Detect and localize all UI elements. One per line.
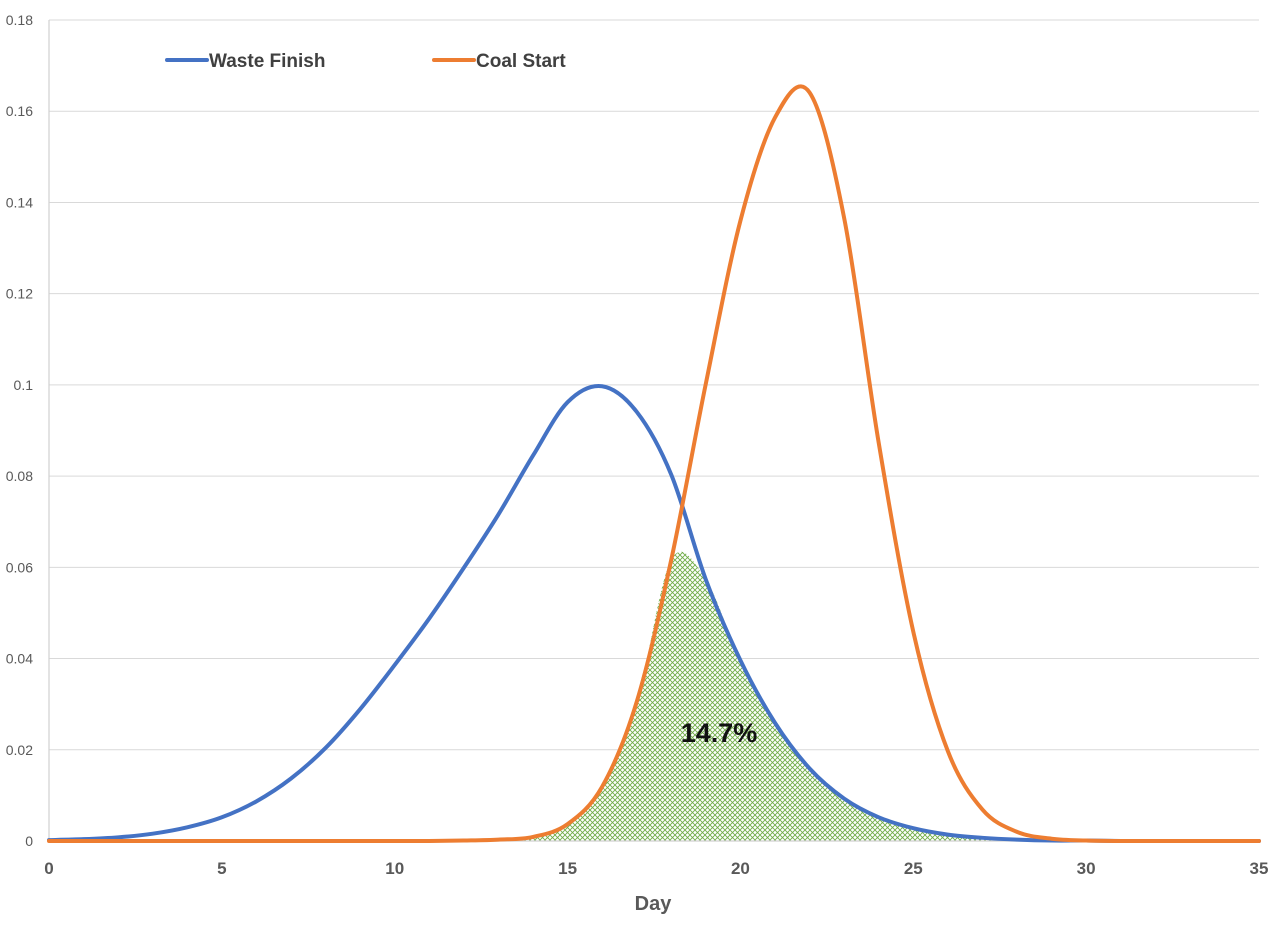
- gridlines: [49, 19, 1259, 751]
- x-axis-ticks: 0 5 10 15 20 25 30 35: [44, 859, 1268, 878]
- x-tick-label: 10: [385, 859, 404, 878]
- y-tick-label: 0.12: [6, 286, 33, 302]
- legend-label: Waste Finish: [209, 51, 325, 72]
- y-tick-label: 0.02: [6, 742, 33, 758]
- x-tick-label: 30: [1077, 859, 1096, 878]
- x-tick-label: 25: [904, 859, 923, 878]
- x-axis-title: Day: [635, 893, 673, 915]
- series-line-coal-start: [47, 84, 1261, 844]
- y-tick-label: 0.04: [6, 651, 33, 667]
- x-tick-label: 0: [44, 859, 53, 878]
- x-tick-label: 20: [731, 859, 750, 878]
- x-tick-label: 35: [1250, 859, 1269, 878]
- y-tick-label: 0: [25, 833, 33, 849]
- overlap-area: [49, 551, 1259, 842]
- y-axis-ticks: 0 0.02 0.04 0.06 0.08 0.1 0.12 0.14 0.16 0.18: [6, 12, 33, 849]
- series-lines: [47, 84, 1261, 844]
- x-tick-label: 5: [217, 859, 226, 878]
- y-tick-label: 0.06: [6, 559, 33, 575]
- y-tick-label: 0.1: [14, 377, 34, 393]
- legend-label: Coal Start: [476, 51, 566, 72]
- overlap-percentage-label: 14.7%: [681, 718, 758, 748]
- legend: Waste Finish Coal Start: [165, 51, 566, 72]
- y-tick-label: 0.18: [6, 12, 33, 28]
- y-tick-label: 0.16: [6, 103, 33, 119]
- y-tick-label: 0.08: [6, 468, 33, 484]
- x-tick-label: 15: [558, 859, 577, 878]
- y-tick-label: 0.14: [6, 194, 33, 210]
